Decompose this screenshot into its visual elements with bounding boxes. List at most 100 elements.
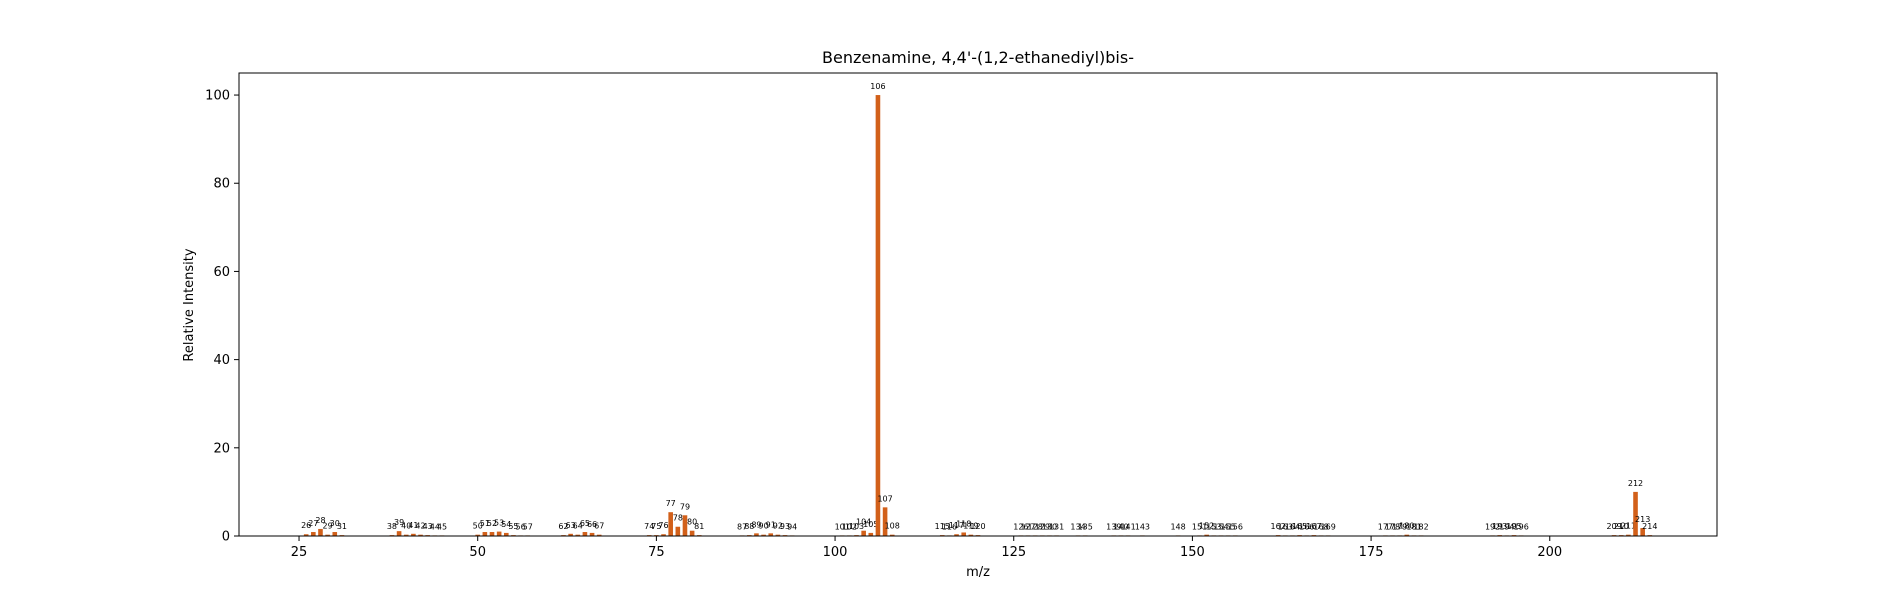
peak-label: 153 <box>1206 522 1221 531</box>
peak-label: 129 <box>1035 522 1050 531</box>
peak-label: 180 <box>1399 522 1414 531</box>
peak-label: 26 <box>301 521 311 530</box>
chart-title: Benzenamine, 4,4'-(1,2-ethanediyl)bis- <box>822 48 1134 67</box>
peak-label: 104 <box>856 518 871 527</box>
peak-label: 116 <box>942 522 957 531</box>
peak-bar <box>318 528 323 536</box>
peak-bar <box>661 534 666 536</box>
peak-label: 63 <box>566 521 576 530</box>
peak-label: 213 <box>1635 515 1650 524</box>
peak-bar <box>582 532 588 536</box>
x-tick-label: 175 <box>1359 545 1384 560</box>
peak-label: 127 <box>1020 522 1035 531</box>
peak-label: 78 <box>673 514 683 523</box>
peak-label: 166 <box>1299 522 1314 531</box>
y-tick-label: 0 <box>222 530 230 545</box>
peak-bar <box>1626 534 1631 536</box>
peak-label: 119 <box>963 522 978 531</box>
peak-label: 29 <box>323 522 333 531</box>
peak-label: 167 <box>1306 522 1321 531</box>
x-tick-label: 125 <box>1001 545 1026 560</box>
peak-bar <box>875 95 881 537</box>
peak-label: 163 <box>1278 522 1293 531</box>
peak-label: 212 <box>1628 479 1643 488</box>
peak-label: 210 <box>1614 522 1629 531</box>
peak-label: 102 <box>842 522 857 531</box>
peak-label: 27 <box>308 519 318 528</box>
peak-label: 64 <box>573 522 583 531</box>
peak-label: 62 <box>558 522 568 531</box>
peak-bar <box>768 533 774 536</box>
peak-label: 77 <box>666 499 676 508</box>
peak-label: 90 <box>758 522 768 531</box>
peak-label: 30 <box>330 519 340 528</box>
peak-label: 148 <box>1170 522 1185 531</box>
peak-label: 31 <box>337 522 347 531</box>
y-tick-label: 80 <box>213 177 230 192</box>
peak-bar <box>575 534 581 536</box>
peak-label: 45 <box>437 522 447 531</box>
peak-bar <box>861 530 866 536</box>
peak-label: 108 <box>885 522 900 531</box>
peak-label: 44 <box>430 522 440 531</box>
plot-frame <box>238 72 1718 537</box>
peak-bar <box>675 526 681 536</box>
peak-label: 151 <box>1192 522 1207 531</box>
peak-label: 196 <box>1514 522 1529 531</box>
peak-label: 143 <box>1135 522 1150 531</box>
peak-label: 115 <box>935 522 950 531</box>
peak-label: 88 <box>744 522 754 531</box>
peak-bar <box>968 534 974 536</box>
peak-label: 118 <box>956 519 971 528</box>
peak-bar <box>325 534 330 536</box>
peak-bar <box>954 534 959 536</box>
peak-label: 81 <box>694 522 704 531</box>
x-axis-label: m/z <box>966 565 990 580</box>
peak-label: 65 <box>580 519 590 528</box>
peak-label: 40 <box>401 522 411 531</box>
peak-bar <box>868 532 874 536</box>
peak-label: 94 <box>787 522 797 531</box>
peak-label: 50 <box>473 522 483 531</box>
peak-label: 128 <box>1028 522 1043 531</box>
peak-label: 209 <box>1606 522 1621 531</box>
peak-label: 101 <box>835 522 850 531</box>
peak-label: 195 <box>1506 522 1521 531</box>
peak-label: 120 <box>970 522 985 531</box>
peak-bar <box>889 534 895 536</box>
y-tick-label: 60 <box>213 265 230 280</box>
peak-label: 53 <box>494 519 504 528</box>
peak-label: 79 <box>680 502 690 511</box>
peak-label: 42 <box>415 522 425 531</box>
peak-label: 91 <box>766 520 776 529</box>
peak-bar <box>1640 528 1645 536</box>
peak-label: 92 <box>773 522 783 531</box>
peak-bar <box>689 530 695 536</box>
peak-label: 155 <box>1221 522 1236 531</box>
peak-label: 177 <box>1378 522 1393 531</box>
peak-bar <box>482 532 488 536</box>
peak-label: 43 <box>423 522 433 531</box>
peak-bar <box>303 534 309 536</box>
peak-label: 51 <box>480 519 490 528</box>
peak-label: 87 <box>737 522 747 531</box>
peak-label: 164 <box>1285 522 1300 531</box>
peak-bar <box>1204 534 1209 536</box>
peak-label: 179 <box>1392 522 1407 531</box>
x-tick-label: 50 <box>469 545 486 560</box>
peak-label: 214 <box>1642 522 1657 531</box>
peak-bar <box>418 534 423 536</box>
peak-label: 181 <box>1406 522 1421 531</box>
peak-label: 169 <box>1321 522 1336 531</box>
peak-label: 106 <box>870 82 885 91</box>
peak-label: 54 <box>501 520 511 529</box>
peak-label: 107 <box>877 494 892 503</box>
y-tick-label: 40 <box>213 353 230 368</box>
peak-label: 93 <box>780 522 790 531</box>
peak-label: 76 <box>658 521 668 530</box>
peak-label: 135 <box>1078 522 1093 531</box>
peak-label: 178 <box>1385 522 1400 531</box>
peak-label: 168 <box>1313 522 1328 531</box>
